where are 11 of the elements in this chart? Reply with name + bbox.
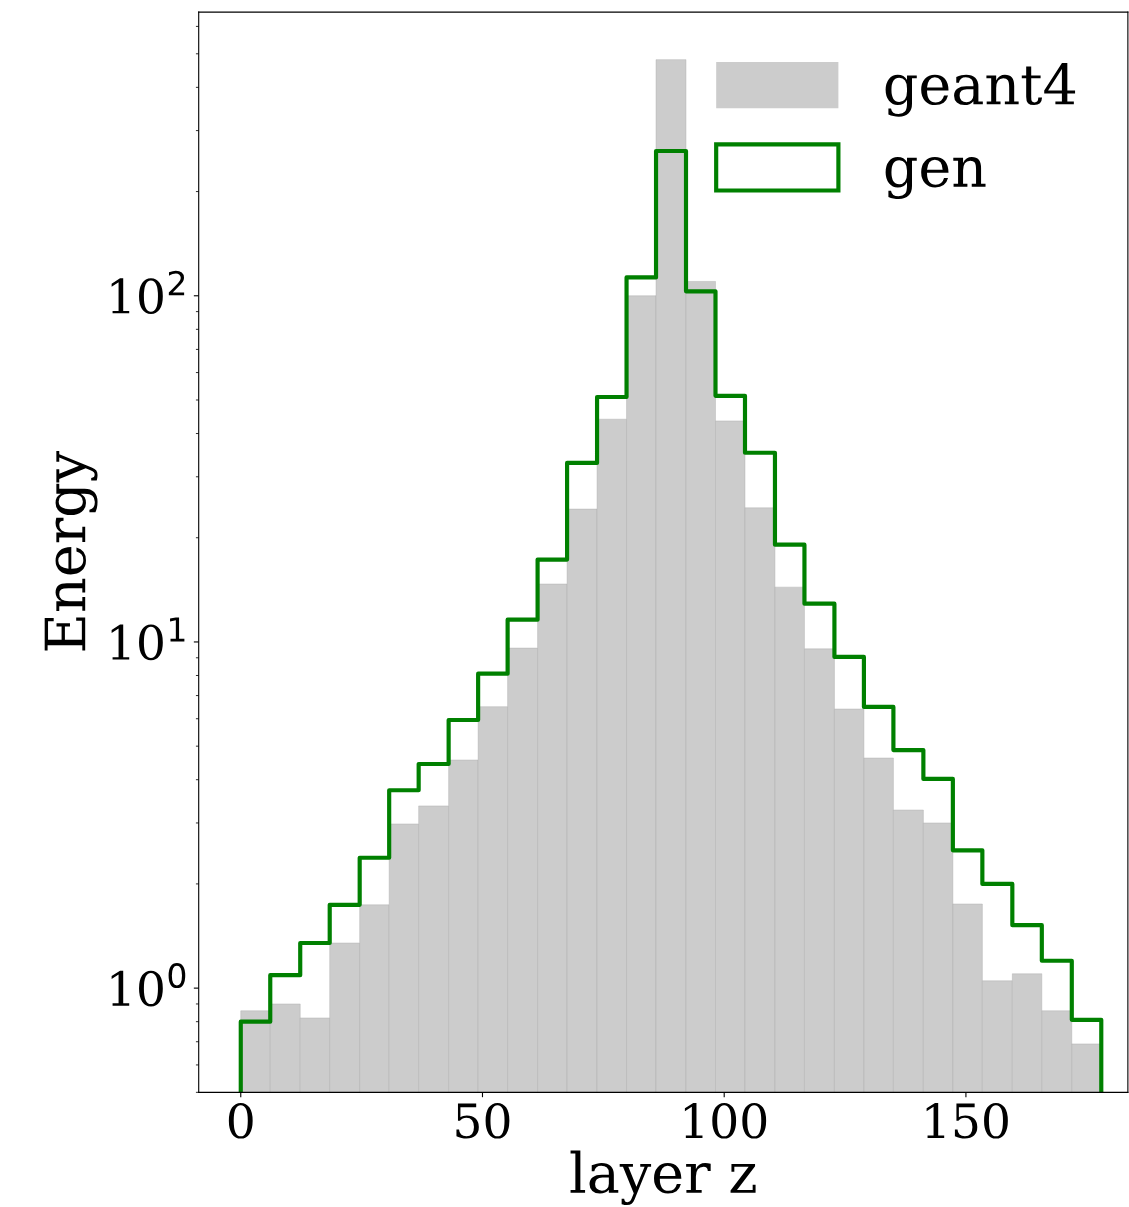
y-axis-title: Energy bbox=[44, 451, 98, 651]
x-tick-label: 100 bbox=[684, 1102, 767, 1139]
x-tick-label: 50 bbox=[456, 1102, 510, 1139]
y-tick-label: 10$^{1}$ bbox=[111, 617, 185, 661]
legend-label: geant4 bbox=[885, 63, 1076, 117]
legend-label: gen bbox=[885, 157, 986, 199]
x-tick-label: 0 bbox=[228, 1102, 253, 1139]
y-tick-label: 10$^{0}$ bbox=[111, 963, 186, 1007]
x-tick-label: 150 bbox=[926, 1102, 1008, 1139]
x-axis-title: layer z bbox=[570, 1150, 756, 1206]
y-tick-label: 10$^{2}$ bbox=[111, 270, 185, 315]
